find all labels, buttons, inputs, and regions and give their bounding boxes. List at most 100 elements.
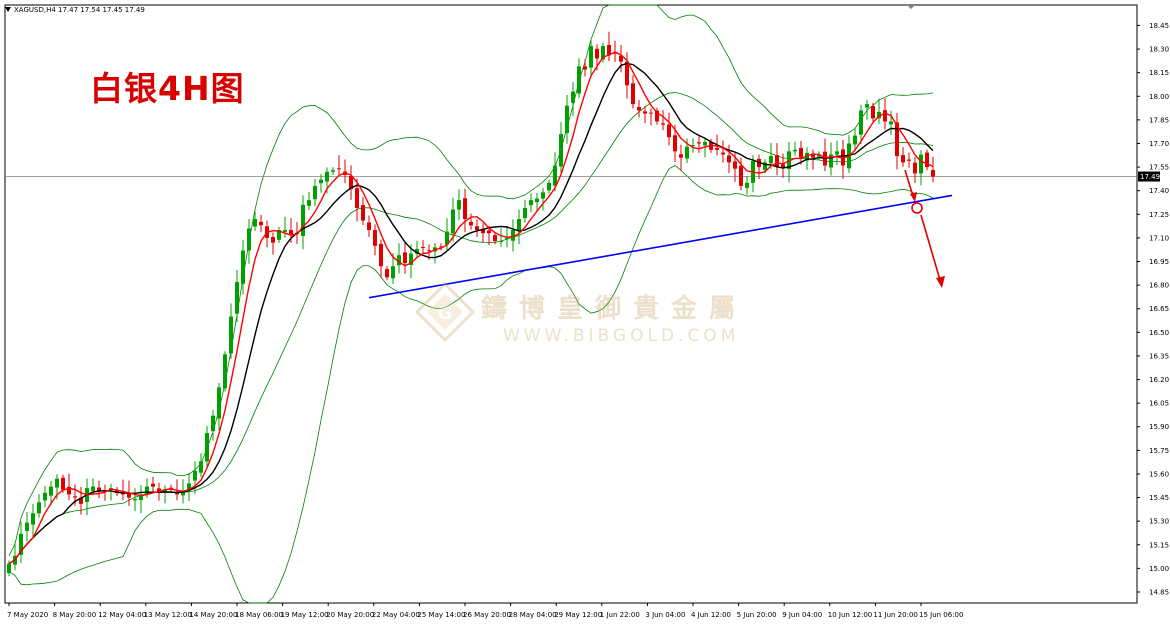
y-tick-label: 18.15	[1149, 69, 1169, 77]
candle-body	[829, 154, 833, 168]
candle	[685, 138, 689, 163]
chart-title: 白银4H图	[90, 69, 245, 108]
candle-body	[535, 198, 539, 203]
candle-body	[379, 243, 383, 267]
candle-body	[715, 147, 719, 150]
x-tick-label: 13 May 12:00	[144, 611, 192, 619]
candle-body	[619, 55, 623, 62]
candle-body	[97, 487, 101, 492]
candle	[835, 140, 839, 166]
candle-body	[631, 83, 635, 105]
bollinger-upper	[8, 4, 934, 556]
symbol-dropdown-icon[interactable]	[5, 7, 11, 12]
candle	[739, 157, 743, 191]
y-tick-label: 16.80	[1149, 282, 1169, 290]
candle	[541, 187, 545, 211]
candle-body	[661, 123, 665, 125]
candle	[379, 239, 383, 279]
y-tick-label: 16.20	[1149, 376, 1169, 384]
candle-body	[817, 154, 821, 157]
candle	[283, 216, 287, 238]
candle	[349, 165, 353, 200]
candle	[403, 241, 407, 274]
candle-body	[775, 155, 779, 168]
candle-body	[625, 61, 629, 86]
candle	[793, 141, 797, 156]
y-tick-label: 16.50	[1149, 329, 1169, 337]
candle-body	[145, 486, 149, 494]
x-tick-label: 9 Jun 04:00	[782, 611, 822, 619]
candle	[799, 140, 803, 165]
candle-body	[841, 149, 845, 166]
y-tick-label: 17.10	[1149, 234, 1169, 242]
candle	[559, 122, 563, 175]
candle-body	[679, 154, 683, 158]
candle-body	[373, 230, 377, 246]
candle	[319, 174, 323, 193]
candle-body	[589, 45, 593, 68]
candle-body	[319, 179, 323, 184]
candle-body	[721, 152, 725, 155]
candle	[619, 44, 623, 73]
candle	[67, 473, 71, 501]
candle-body	[859, 110, 863, 135]
candle-body	[727, 155, 731, 163]
candle	[385, 265, 389, 281]
candle	[229, 303, 233, 360]
candle	[529, 193, 533, 213]
candle	[895, 112, 899, 170]
candle	[235, 270, 239, 322]
candle-body	[499, 241, 503, 243]
candle-body	[181, 491, 185, 496]
candle	[499, 227, 503, 247]
candle-body	[907, 159, 911, 161]
candle	[43, 485, 47, 508]
candle-body	[385, 269, 389, 278]
x-tick-label: 28 May 04:00	[509, 611, 557, 619]
slow-ma-line	[8, 62, 934, 565]
candle-body	[391, 266, 395, 279]
svg-text:G: G	[438, 303, 453, 324]
candle-body	[163, 489, 167, 492]
candle	[841, 140, 845, 179]
x-tick-label: 10 Jun 12:00	[828, 611, 872, 619]
candle-body	[283, 230, 287, 232]
y-tick-label: 17.25	[1149, 211, 1169, 219]
candle	[151, 476, 155, 494]
candle	[217, 382, 221, 431]
candle	[577, 58, 581, 98]
y-tick-label: 18.30	[1149, 46, 1169, 54]
candle	[421, 240, 425, 255]
candle	[331, 167, 335, 175]
candle	[913, 157, 917, 183]
candle	[475, 219, 479, 237]
candle-body	[493, 235, 497, 242]
candle	[139, 484, 143, 514]
candle-body	[793, 149, 797, 152]
candle-body	[139, 494, 143, 501]
candle	[163, 485, 167, 504]
candle-body	[415, 248, 419, 254]
candle	[745, 175, 749, 195]
candle	[637, 100, 641, 118]
candle	[661, 110, 665, 131]
candle-body	[553, 165, 557, 186]
candle	[571, 82, 575, 117]
candle	[259, 214, 263, 233]
candle-body	[277, 230, 281, 240]
candle	[859, 104, 863, 145]
candle-body	[913, 162, 917, 174]
candle-body	[547, 182, 551, 191]
candle	[583, 59, 587, 77]
candle-body	[799, 147, 803, 158]
x-tick-label: 5 Jun 20:00	[737, 611, 777, 619]
chart-header: XAGUSD,H4 17.47 17.54 17.45 17.49	[14, 6, 145, 14]
candle	[37, 494, 41, 518]
x-tick-label: 11 Jun 20:00	[873, 611, 917, 619]
rising-trendline	[368, 194, 953, 299]
candle-body	[325, 171, 329, 182]
candle-body	[115, 490, 119, 493]
candle	[481, 223, 485, 243]
